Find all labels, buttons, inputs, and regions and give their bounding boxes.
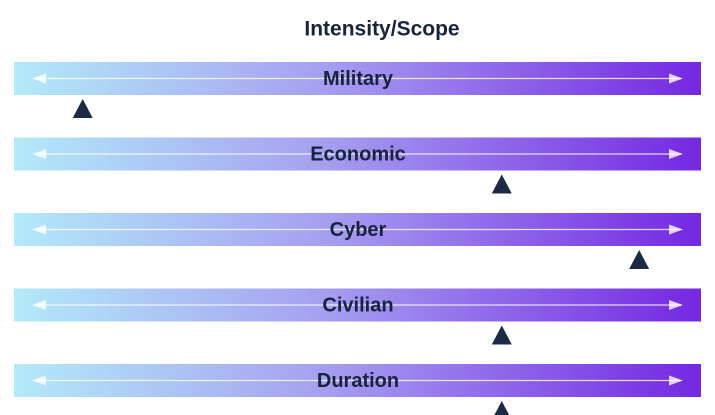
bar-label: Military (323, 68, 394, 90)
marker (494, 401, 510, 415)
title: Intensity/Scope (304, 18, 459, 41)
marker (491, 325, 512, 345)
bar-label: Duration (317, 370, 399, 392)
arrow-head (669, 224, 683, 235)
arrow-head (669, 149, 683, 159)
arrow-head (32, 300, 46, 310)
arrow-head (32, 73, 46, 84)
bar-label: Cyber (330, 219, 387, 241)
bar-label: Economic (310, 143, 406, 165)
arrow-head (32, 224, 46, 235)
arrow-head (32, 149, 46, 159)
arrow-head (669, 375, 683, 386)
marker (72, 99, 93, 118)
arrow-head (669, 300, 683, 310)
arrow-head (669, 73, 683, 84)
marker (491, 174, 512, 194)
arrow-head (32, 375, 46, 386)
bar-label: Civilian (322, 294, 393, 316)
marker (629, 250, 650, 269)
